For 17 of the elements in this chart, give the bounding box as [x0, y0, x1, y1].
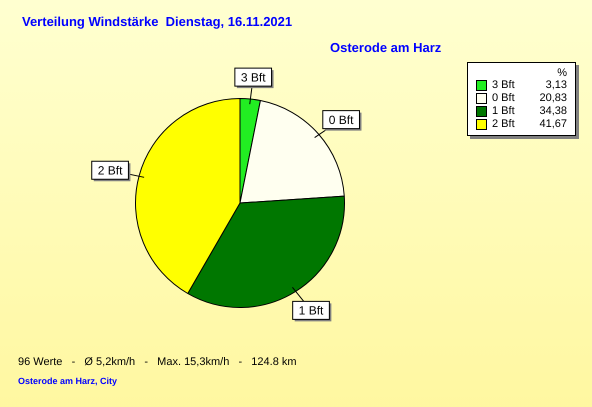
data-label: 20,83	[538, 92, 567, 105]
slice-label: 3 Bft	[240, 70, 266, 84]
legend-title: %	[556, 67, 567, 79]
legend-label: 3 Bft	[492, 79, 516, 92]
legend-label: 0 Bft	[492, 92, 516, 105]
text: 96 Werte - Ø 5,2km/h - Max. 15,3km/h - 124.8 km	[18, 356, 297, 368]
chart-subtitle: Osterode am Harz	[330, 40, 442, 55]
data-label: 3,13	[544, 79, 567, 92]
data-label: 34,38	[538, 105, 567, 118]
legend-label: 2 Bft	[492, 118, 516, 131]
text: Osterode am Harz, City	[18, 376, 118, 386]
slice-label: 1 Bft	[298, 304, 324, 318]
chart-title: Verteilung Windstärke Dienstag, 16.11.2021	[22, 14, 292, 29]
slice-label: 2 Bft	[98, 164, 124, 178]
data-label: 41,67	[538, 118, 567, 131]
legend-label: 1 Bft	[492, 105, 516, 118]
slice-label: 0 Bft	[328, 112, 354, 127]
